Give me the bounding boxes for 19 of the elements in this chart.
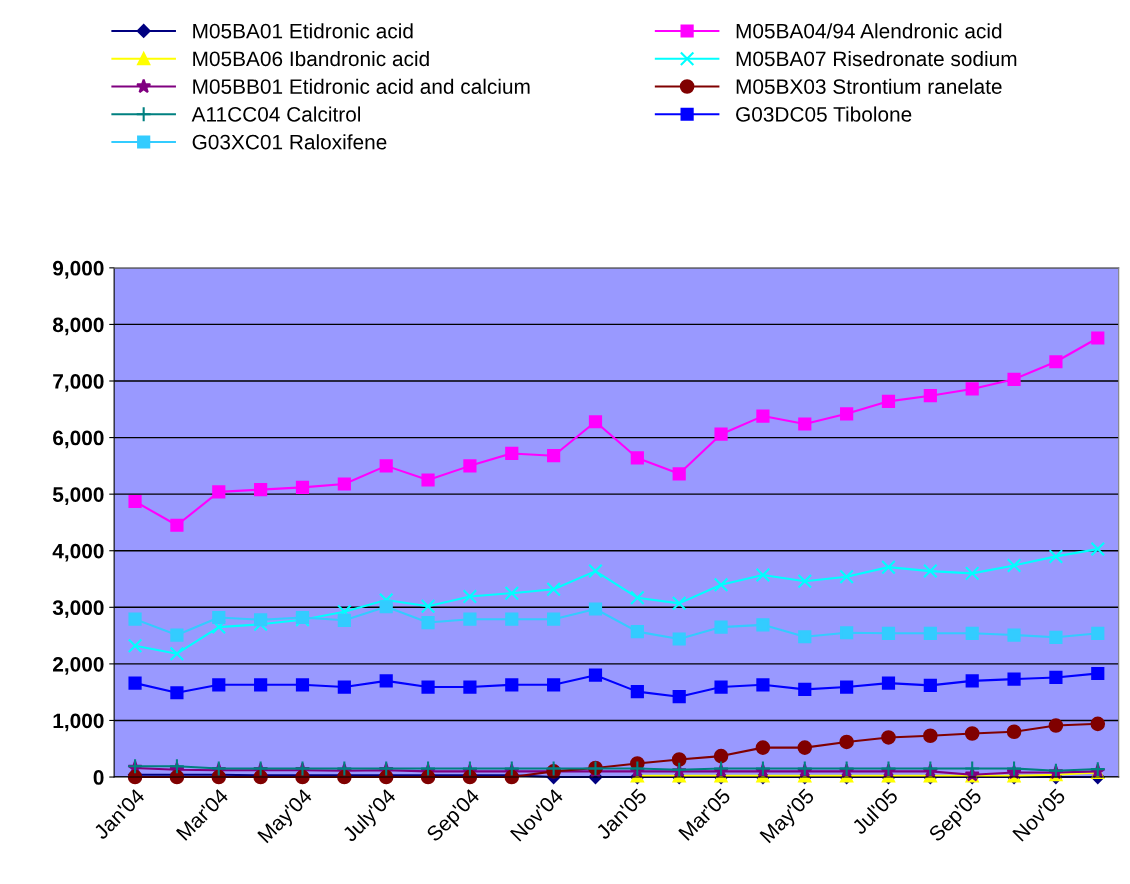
- legend-label: M05BB01 Etidronic acid and calcium: [193, 78, 530, 94]
- legend-label: M05BA06 Ibandronic acid: [193, 50, 429, 67]
- y-tick-label: 8,000: [52, 317, 104, 336]
- y-tick-label: 1,000: [53, 713, 104, 732]
- y-tick-label: 5,000: [52, 487, 104, 505]
- legend-label: M05BA07 Risedronate sodium: [736, 50, 1017, 67]
- legend-label: G03XC01 Raloxifene: [192, 134, 387, 150]
- y-tick-label: 3,000: [52, 600, 104, 619]
- y-tick-label: 9,000: [53, 260, 104, 279]
- legend-label: M05BA01 Etidronic acid: [193, 23, 413, 39]
- y-tick-label: 2,000: [53, 656, 104, 675]
- legend-label: M05BX03 Strontium ranelate: [736, 78, 1002, 94]
- legend-label: M05BA04/94 Alendronic acid: [736, 23, 1002, 39]
- y-tick-label: 0: [93, 770, 104, 785]
- legend-label: G03DC05 Tibolone: [736, 106, 912, 122]
- y-tick-label: 6,000: [53, 430, 104, 449]
- y-tick-label: 7,000: [53, 374, 104, 392]
- y-tick-label: 4,000: [52, 543, 104, 562]
- legend-label: A11CC04 Calcitrol: [191, 106, 361, 122]
